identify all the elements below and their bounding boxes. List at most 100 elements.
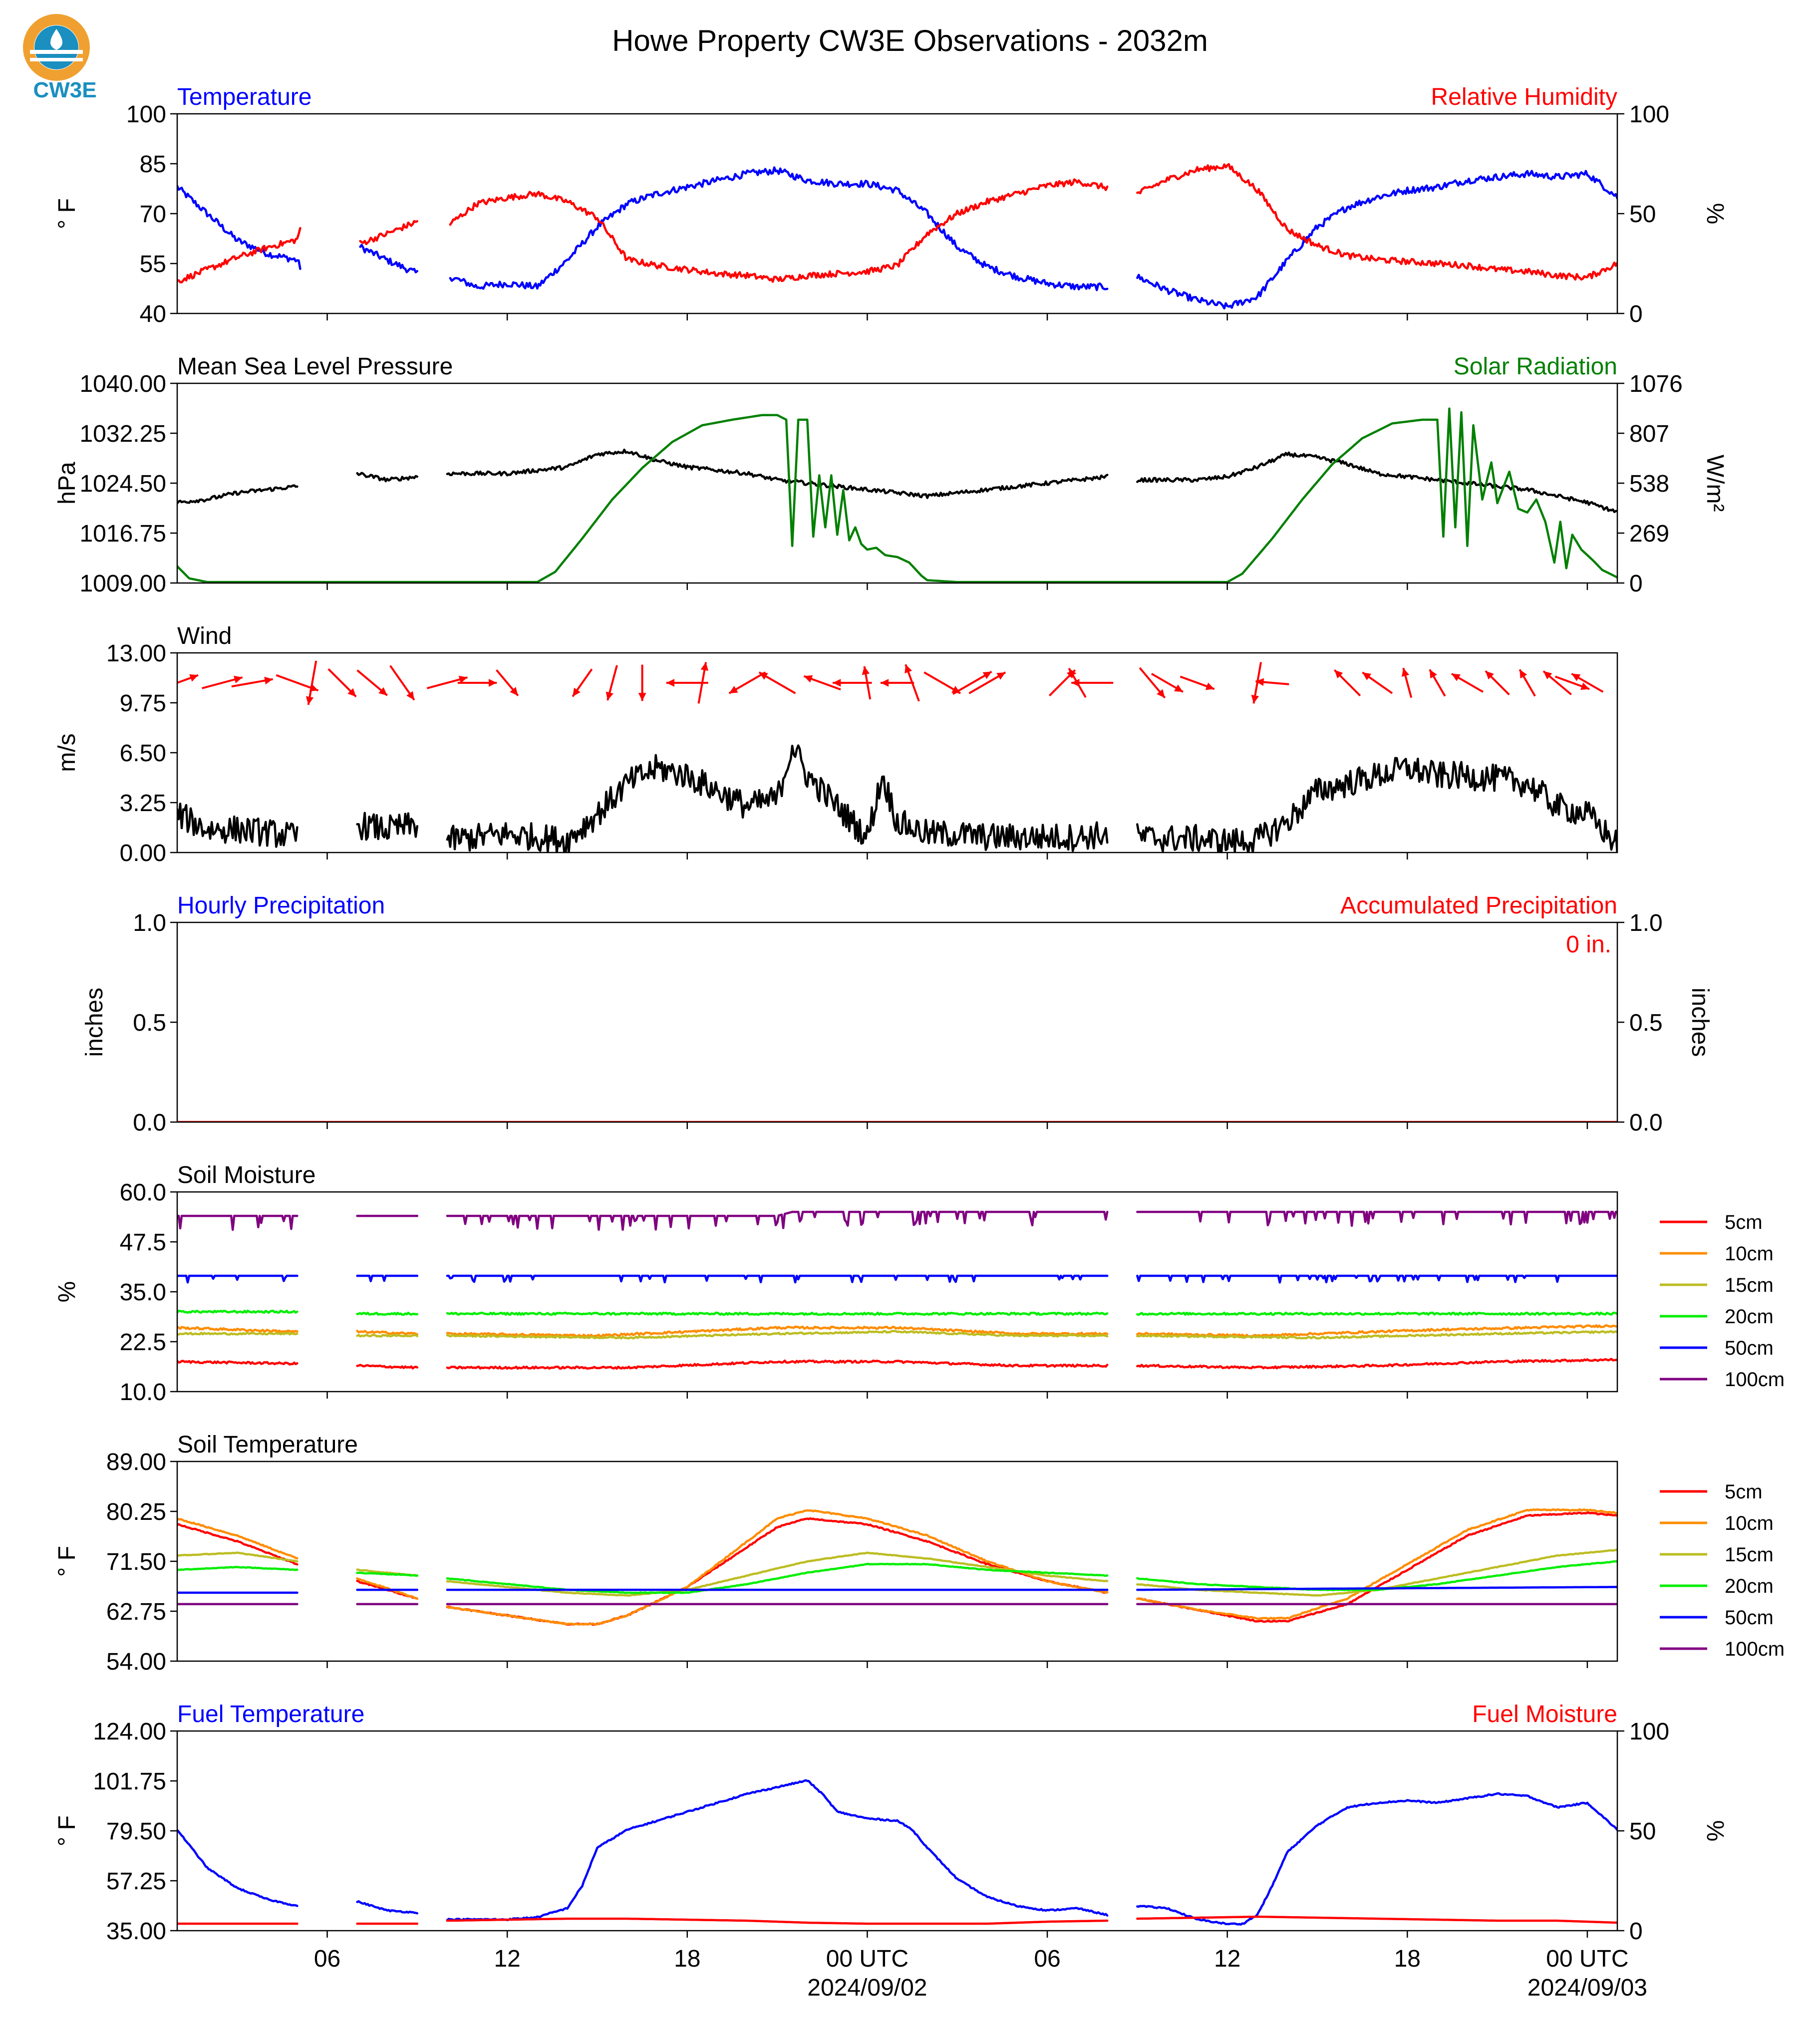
wind-arrow-40 <box>1518 669 1536 697</box>
series-pressure-mean-sea-level-pressure-segment-1 <box>356 472 419 483</box>
series-soilm-100cm-segment-3 <box>1136 1210 1617 1227</box>
right-tick-label-temp-2: 100 <box>1629 101 1669 128</box>
panel-soilm: 10.0 22.5 35.0 47.5 60.0 Soil Moisture% 5cm 10c… <box>54 1162 1785 1406</box>
left-tick-label-pressure-0: 1009.00 <box>79 571 166 597</box>
legend-label-100cm: 100cm <box>1725 1369 1785 1391</box>
series-soilt-15cm-segment-0 <box>177 1551 299 1563</box>
series-soilm-20cm-segment-2 <box>446 1311 1109 1316</box>
panel-title-right-temp: Relative Humidity <box>1431 84 1617 110</box>
right-tick-label-fuel-2: 100 <box>1629 1719 1669 1745</box>
right-tick-label-fuel-1: 50 <box>1629 1818 1656 1845</box>
ylabel-left-precip: inches <box>81 988 108 1057</box>
wind-arrow-13 <box>638 664 646 701</box>
legend-label-50cm: 50cm <box>1725 1607 1774 1629</box>
series-wind-wind-segment-3 <box>1136 757 1617 853</box>
series-soilt-10cm-segment-1 <box>356 1577 419 1600</box>
right-tick-label-pressure-0: 0 <box>1629 571 1643 597</box>
x-tick-label-5: 12 <box>1214 1946 1240 1972</box>
series-soilm-50cm-segment-1 <box>356 1274 419 1282</box>
wind-arrow-24 <box>952 670 992 695</box>
left-tick-label-wind-2: 6.50 <box>120 740 166 767</box>
right-tick-label-temp-1: 50 <box>1629 201 1656 228</box>
series-soilt-20cm-segment-1 <box>356 1571 419 1577</box>
series-soilm-10cm-segment-0 <box>177 1326 299 1333</box>
left-tick-label-soilt-0: 54.00 <box>106 1649 166 1675</box>
panel-temp: 40 55 70 85 100 0 50 100 Temperature Relative Hum… <box>54 84 1728 327</box>
series-soilm-15cm-segment-0 <box>177 1332 299 1336</box>
series-wind-wind-segment-0 <box>177 802 299 848</box>
series-temp-relative-humidity-segment-1 <box>359 220 419 246</box>
wind-arrow-6 <box>356 669 388 696</box>
series-temp-temperature-segment-3 <box>1136 170 1617 310</box>
left-tick-label-fuel-2: 79.50 <box>106 1818 166 1845</box>
series-fuel-fuel-moisture-segment-2 <box>446 1917 1109 1925</box>
left-tick-label-soilm-3: 47.5 <box>120 1229 166 1256</box>
series-soilm-5cm-segment-1 <box>356 1364 419 1370</box>
left-tick-label-soilm-0: 10.0 <box>120 1379 166 1406</box>
panel-fuel: 35.00 57.25 79.50 101.75 124.00 0 50 100 Fuel Te… <box>54 1701 1728 1945</box>
left-tick-label-soilm-4: 60.0 <box>120 1179 166 1206</box>
series-pressure-solar-radiation-segment-0 <box>177 407 1617 583</box>
series-pressure-mean-sea-level-pressure-segment-2 <box>446 448 1109 499</box>
x-tick-label-7: 00 UTC <box>1546 1946 1628 1972</box>
wind-arrow-8 <box>426 675 468 689</box>
wind-arrow-29 <box>1139 667 1166 699</box>
wind-arrow-41 <box>1542 670 1572 695</box>
legend-soilm: 5cm 10cm 15cm 20cm 50cm 100cm <box>1660 1211 1785 1391</box>
wind-arrow-2 <box>231 676 273 688</box>
series-soilm-50cm-segment-2 <box>446 1274 1109 1284</box>
series-fuel-fuel-temperature-segment-2 <box>446 1779 1109 1922</box>
x-date-label-7: 2024/09/03 <box>1527 1975 1647 2001</box>
left-tick-label-wind-4: 13.00 <box>106 640 166 667</box>
left-tick-label-fuel-3: 101.75 <box>93 1768 166 1795</box>
legend-label-10cm: 10cm <box>1725 1243 1774 1265</box>
wind-arrow-33 <box>1255 678 1289 686</box>
left-tick-label-temp-1: 55 <box>140 251 166 278</box>
left-tick-label-temp-2: 70 <box>140 201 166 228</box>
series-soilt-10cm-segment-2 <box>446 1509 1109 1626</box>
left-tick-label-soilt-2: 71.50 <box>106 1549 166 1575</box>
x-tick-label-3: 00 UTC <box>826 1946 909 1972</box>
legend-label-5cm: 5cm <box>1725 1481 1763 1503</box>
legend-label-20cm: 20cm <box>1725 1306 1774 1328</box>
series-soilm-50cm-segment-3 <box>1136 1274 1617 1284</box>
wind-arrow-34 <box>1333 669 1361 697</box>
plot-area-fuel <box>177 1779 1617 1926</box>
left-tick-label-soilm-1: 22.5 <box>120 1329 166 1356</box>
wind-arrow-16 <box>728 671 766 694</box>
figure-title: Howe Property CW3E Observations - 2032m <box>612 24 1208 57</box>
left-tick-label-soilt-4: 89.00 <box>106 1449 166 1475</box>
wind-arrow-28 <box>1071 679 1114 687</box>
precip-total-annotation: 0 in. <box>1566 931 1611 958</box>
panel-title-left-soilt: Soil Temperature <box>177 1432 358 1458</box>
panel-title-left-temp: Temperature <box>177 84 311 110</box>
x-tick-label-0: 06 <box>314 1946 340 1972</box>
plot-area-pressure <box>177 407 1617 583</box>
panel-title-right-fuel: Fuel Moisture <box>1472 1701 1617 1728</box>
wind-arrow-43 <box>1571 673 1604 693</box>
left-tick-label-temp-3: 85 <box>140 151 166 178</box>
wind-arrow-19 <box>833 679 872 687</box>
legend-label-100cm: 100cm <box>1725 1638 1785 1660</box>
left-tick-label-pressure-1: 1016.75 <box>79 521 166 547</box>
left-tick-label-pressure-3: 1032.25 <box>79 421 166 447</box>
series-soilm-10cm-segment-2 <box>446 1325 1109 1338</box>
plot-area-wind <box>177 660 1617 853</box>
series-soilt-5cm-segment-0 <box>177 1523 299 1566</box>
left-tick-label-fuel-0: 35.00 <box>106 1918 166 1945</box>
panel-title-left-pressure: Mean Sea Level Pressure <box>177 353 453 380</box>
series-soilm-100cm-segment-2 <box>446 1210 1109 1231</box>
wind-arrow-39 <box>1485 670 1510 696</box>
wind-arrow-32 <box>1251 662 1262 704</box>
right-tick-label-temp-0: 0 <box>1629 301 1643 327</box>
wind-arrow-38 <box>1451 673 1484 693</box>
series-soilt-20cm-segment-3 <box>1136 1560 1617 1591</box>
series-soilt-15cm-segment-2 <box>446 1551 1109 1597</box>
ylabel-left-soilm: % <box>54 1281 80 1303</box>
wind-arrow-18 <box>803 675 841 691</box>
wind-arrow-5 <box>327 668 357 698</box>
right-tick-label-pressure-3: 807 <box>1629 421 1669 447</box>
series-fuel-fuel-temperature-segment-1 <box>356 1900 419 1915</box>
wind-arrow-31 <box>1180 675 1215 690</box>
